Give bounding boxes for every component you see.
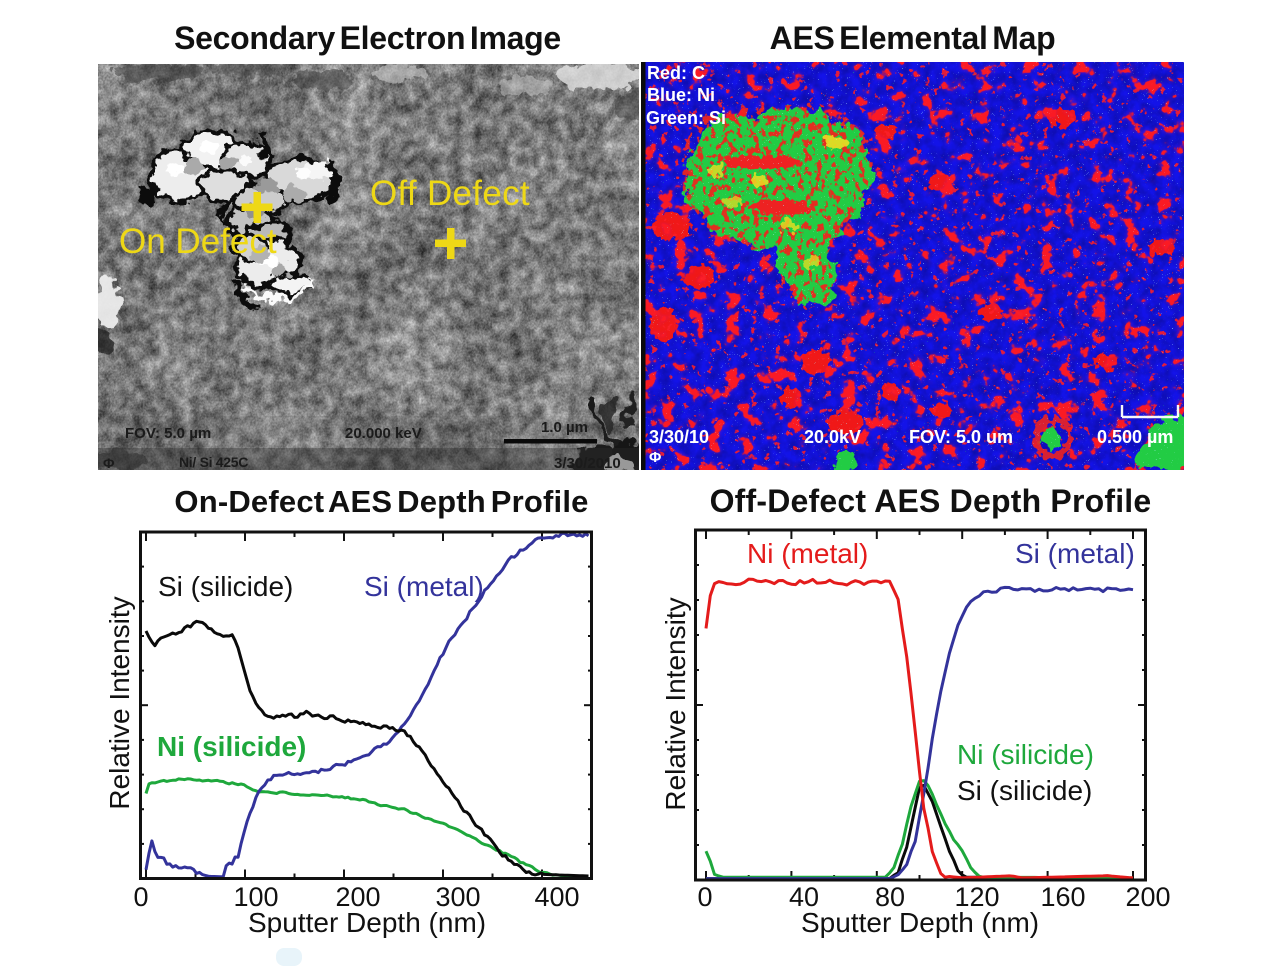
- svg-text:1.0 µm: 1.0 µm: [541, 419, 588, 436]
- svg-text:On Defect: On Defect: [119, 222, 277, 261]
- svg-text:3/30/2010: 3/30/2010: [554, 455, 621, 470]
- svg-text:Off Defect: Off Defect: [370, 174, 530, 213]
- svg-text:Blue: Ni: Blue: Ni: [647, 85, 715, 105]
- svg-text:0.500 µm: 0.500 µm: [1097, 427, 1173, 447]
- svg-text:20.0kV: 20.0kV: [804, 427, 861, 447]
- svg-text:Green: Si: Green: Si: [646, 108, 726, 128]
- svg-text:3/30/10: 3/30/10: [649, 427, 709, 447]
- svg-text:Red: C: Red: C: [647, 63, 705, 83]
- svg-text:Ni/ Si 425C: Ni/ Si 425C: [179, 454, 248, 470]
- svg-text:20.000 keV: 20.000 keV: [345, 425, 422, 442]
- svg-text:FOV: 5.0 um: FOV: 5.0 um: [909, 427, 1013, 447]
- svg-text:Φ: Φ: [649, 449, 661, 466]
- svg-text:FOV: 5.0 µm: FOV: 5.0 µm: [125, 425, 211, 442]
- svg-text:Φ: Φ: [103, 455, 115, 470]
